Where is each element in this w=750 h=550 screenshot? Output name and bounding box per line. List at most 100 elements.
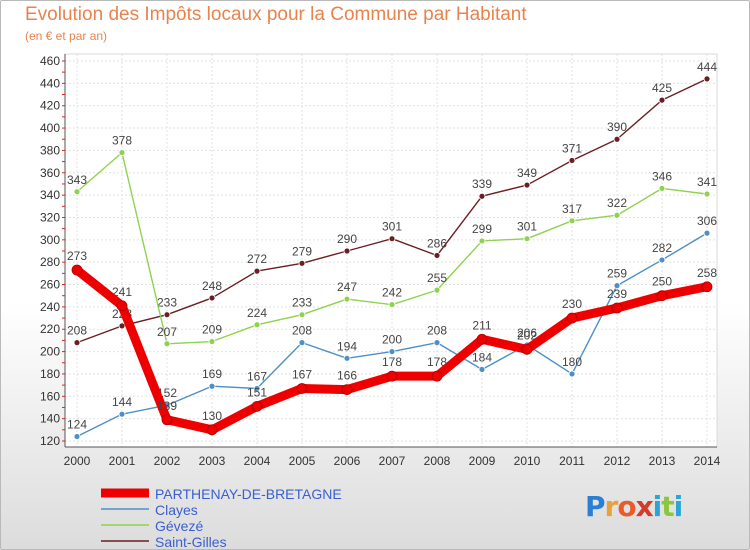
data-label: 167 [247,369,267,383]
x-tick-label: 2009 [469,454,496,468]
data-label: 258 [697,266,717,280]
data-label: 301 [382,220,402,234]
y-tick-label: 160 [40,389,60,403]
legend-label: PARTHENAY-DE-BRETAGNE [155,486,342,502]
x-tick-label: 2010 [514,454,541,468]
data-label: 250 [652,275,672,289]
data-point [388,301,396,309]
data-label: 444 [697,60,717,74]
data-point [73,433,81,440]
y-tick-label: 140 [40,412,60,426]
x-tick-label: 2003 [199,454,226,468]
data-point [568,157,576,164]
data-label: 248 [202,279,222,293]
data-label: 239 [607,287,627,301]
data-point [343,354,351,362]
data-label: 317 [562,202,582,216]
data-label: 306 [697,214,717,228]
data-label: 343 [67,173,87,187]
data-label: 371 [562,141,582,155]
x-tick-label: 2000 [64,454,91,468]
data-point [568,217,576,225]
x-tick-label: 2002 [154,454,181,468]
data-point [298,311,306,319]
data-label: 282 [652,241,672,255]
data-label: 207 [157,325,177,339]
data-label: 378 [112,134,132,148]
x-tick-label: 2014 [694,454,721,468]
data-point [253,385,261,392]
x-tick-label: 2008 [424,454,451,468]
data-point [388,235,396,243]
data-label: 208 [292,324,312,338]
data-label: 299 [472,222,492,236]
data-label: 206 [517,326,537,340]
data-point [298,339,306,347]
data-point [251,400,263,412]
y-tick-label: 460 [40,54,60,68]
chart-title: Evolution des Impôts locaux pour la Comm… [25,4,527,25]
data-label: 208 [427,324,447,338]
data-point [613,135,621,143]
x-tick-label: 2012 [604,454,631,468]
data-point [208,294,216,302]
data-label: 286 [427,236,447,250]
data-point [118,149,126,157]
data-label: 241 [112,285,132,299]
data-point [433,252,441,259]
plot-area [64,53,718,448]
data-label: 349 [517,166,537,180]
data-label: 144 [112,395,132,409]
data-label: 151 [247,385,267,399]
data-point [611,302,623,314]
data-point [433,286,441,294]
data-label: 169 [202,367,222,381]
data-label: 322 [607,196,627,210]
data-label: 208 [67,324,87,338]
data-label: 180 [562,355,582,369]
data-point [163,340,171,348]
data-label: 230 [562,297,582,311]
data-point [118,322,126,330]
y-tick-label: 120 [40,434,60,448]
data-label: 209 [202,323,222,337]
data-label: 242 [382,286,402,300]
data-point [523,181,531,189]
data-point [388,348,396,355]
data-point [703,75,711,83]
data-label: 247 [337,280,357,294]
chart-subtitle: (en € et par an) [25,29,108,43]
y-tick-label: 220 [40,322,60,336]
data-point [208,382,216,390]
data-label: 167 [292,367,312,381]
data-label: 259 [607,267,627,281]
data-point [703,190,711,198]
data-label: 233 [157,296,177,310]
data-label: 425 [652,81,672,95]
y-tick-label: 380 [40,143,60,157]
data-point [523,235,531,243]
data-label: 279 [292,244,312,258]
data-point [206,424,218,436]
data-label: 184 [472,350,492,364]
y-tick-label: 420 [40,99,60,113]
y-tick-label: 200 [40,345,60,359]
data-point [703,229,711,237]
data-point [343,295,351,303]
data-point [478,366,486,373]
data-label: 139 [157,399,177,413]
y-tick-label: 180 [40,367,60,381]
data-point [701,281,713,293]
x-tick-label: 2006 [334,454,361,468]
data-point [521,343,533,355]
data-point [296,383,308,394]
x-tick-label: 2007 [379,454,406,468]
legend-label: Saint-Gilles [155,534,227,550]
data-point [118,410,126,418]
x-tick-label: 2005 [289,454,316,468]
y-tick-label: 340 [40,188,60,202]
data-point [658,256,666,264]
data-label: 202 [517,328,537,342]
data-label: 301 [517,220,537,234]
y-tick-label: 440 [40,76,60,90]
